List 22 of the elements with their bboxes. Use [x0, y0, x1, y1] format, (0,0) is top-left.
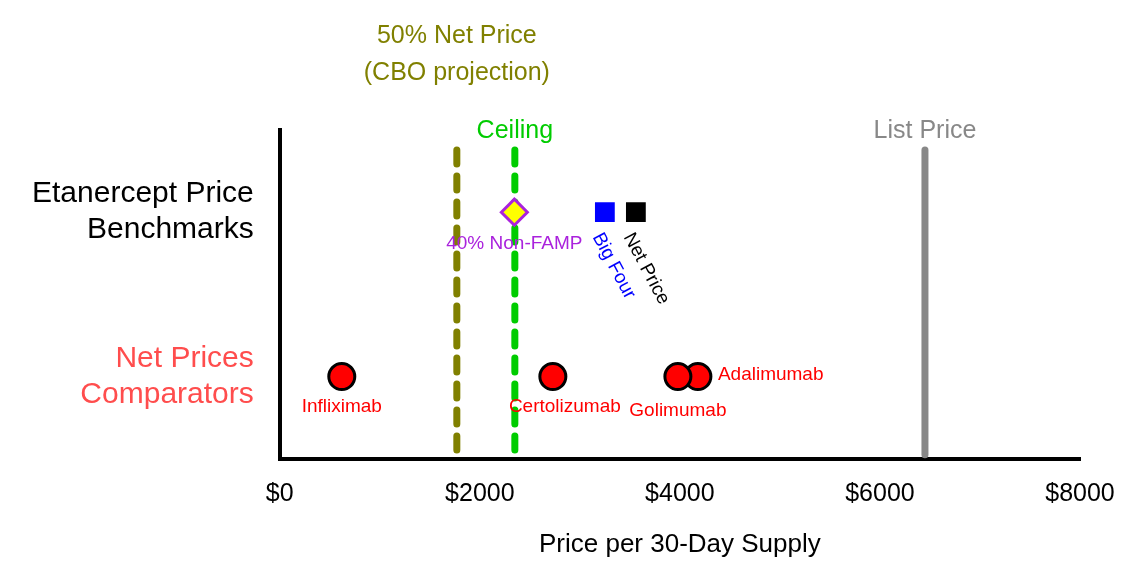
ref-line-label: List Price — [873, 115, 977, 143]
y-tick-label: Etanercept Price Benchmarks — [32, 175, 254, 245]
point — [594, 202, 615, 223]
series-label: Certolizumab — [508, 394, 621, 416]
point — [625, 202, 646, 223]
series-label: Infliximab — [301, 394, 382, 416]
x-tick-label: $2000 — [445, 477, 515, 506]
x-tick-label: $4000 — [645, 477, 715, 506]
series-label: 40% Non-FAMP — [446, 232, 583, 254]
point — [663, 362, 693, 392]
ref-line-label: Ceiling — [476, 115, 554, 143]
ref-line-label: 50% Net Price (CBO projection) — [363, 20, 550, 85]
series-label: Adalimumab — [717, 362, 824, 384]
x-tick-label: $6000 — [845, 477, 915, 506]
x-tick-label: $0 — [265, 477, 294, 506]
point — [538, 362, 568, 392]
series-label: Golimumab — [629, 398, 727, 420]
point — [327, 362, 357, 392]
y-tick-label: Net Prices Comparators — [80, 339, 254, 409]
point — [499, 197, 529, 227]
x-tick-label: $8000 — [1045, 477, 1115, 506]
x-axis-title: Price per 30-Day Supply — [538, 527, 821, 558]
